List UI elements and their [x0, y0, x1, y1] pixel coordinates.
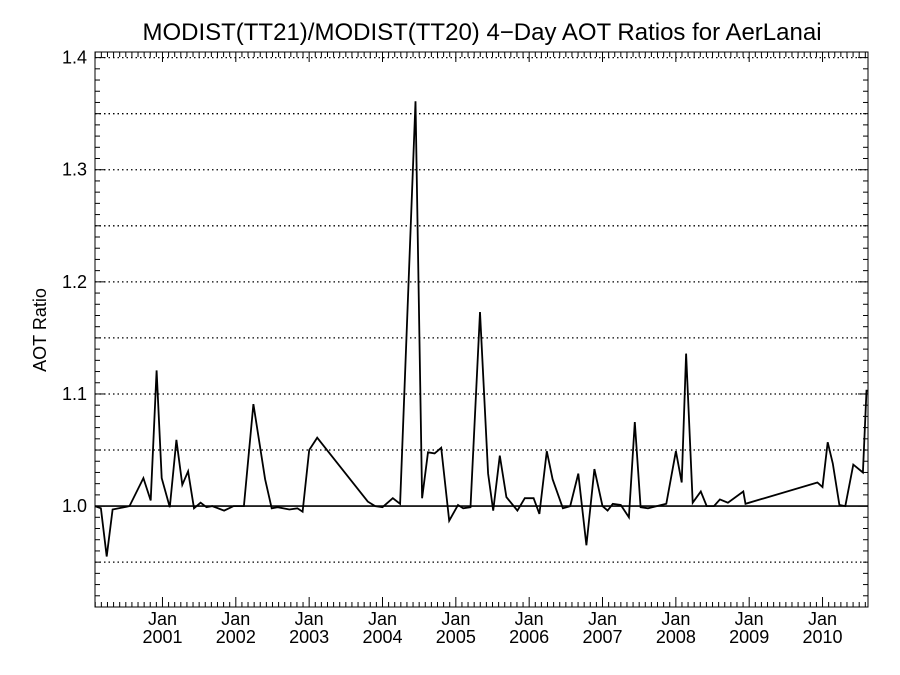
x-tick-month-label: Jan — [808, 609, 837, 629]
grid-lines — [95, 56, 868, 563]
y-axis-title: AOT Ratio — [30, 288, 50, 372]
y-tick-label: 1.4 — [62, 48, 87, 68]
x-tick-year-label: 2003 — [289, 627, 329, 647]
x-tick-month-label: Jan — [221, 609, 250, 629]
x-tick-month-label: Jan — [661, 609, 690, 629]
axis-ticks — [94, 52, 868, 607]
x-tick-year-label: 2001 — [142, 627, 182, 647]
x-tick-month-label: Jan — [735, 609, 764, 629]
x-tick-year-label: 2010 — [803, 627, 843, 647]
x-tick-month-label: Jan — [515, 609, 544, 629]
series-group — [94, 101, 868, 557]
x-tick-month-label: Jan — [441, 609, 470, 629]
y-tick-label: 1.3 — [62, 160, 87, 180]
x-tick-month-label: Jan — [368, 609, 397, 629]
x-tick-year-label: 2002 — [216, 627, 256, 647]
plot-frame — [94, 51, 869, 608]
y-tick-label: 1.1 — [62, 384, 87, 404]
x-tick-labels: Jan2001Jan2002Jan2003Jan2004Jan2005Jan20… — [142, 609, 842, 647]
x-tick-month-label: Jan — [148, 609, 177, 629]
series-line — [94, 101, 868, 557]
x-tick-month-label: Jan — [295, 609, 324, 629]
y-tick-labels: 1.0 1.1 1.2 1.3 1.4 — [62, 48, 87, 516]
x-tick-year-label: 2008 — [656, 627, 696, 647]
x-tick-year-label: 2006 — [509, 627, 549, 647]
x-tick-month-label: Jan — [588, 609, 617, 629]
y-tick-label: 1.0 — [62, 496, 87, 516]
chart-title: MODIST(TT21)/MODIST(TT20) 4−Day AOT Rati… — [142, 19, 821, 46]
x-tick-year-label: 2007 — [582, 627, 622, 647]
y-tick-label: 1.2 — [62, 272, 87, 292]
x-tick-year-label: 2004 — [362, 627, 402, 647]
x-tick-year-label: 2009 — [729, 627, 769, 647]
x-tick-year-label: 2005 — [436, 627, 476, 647]
